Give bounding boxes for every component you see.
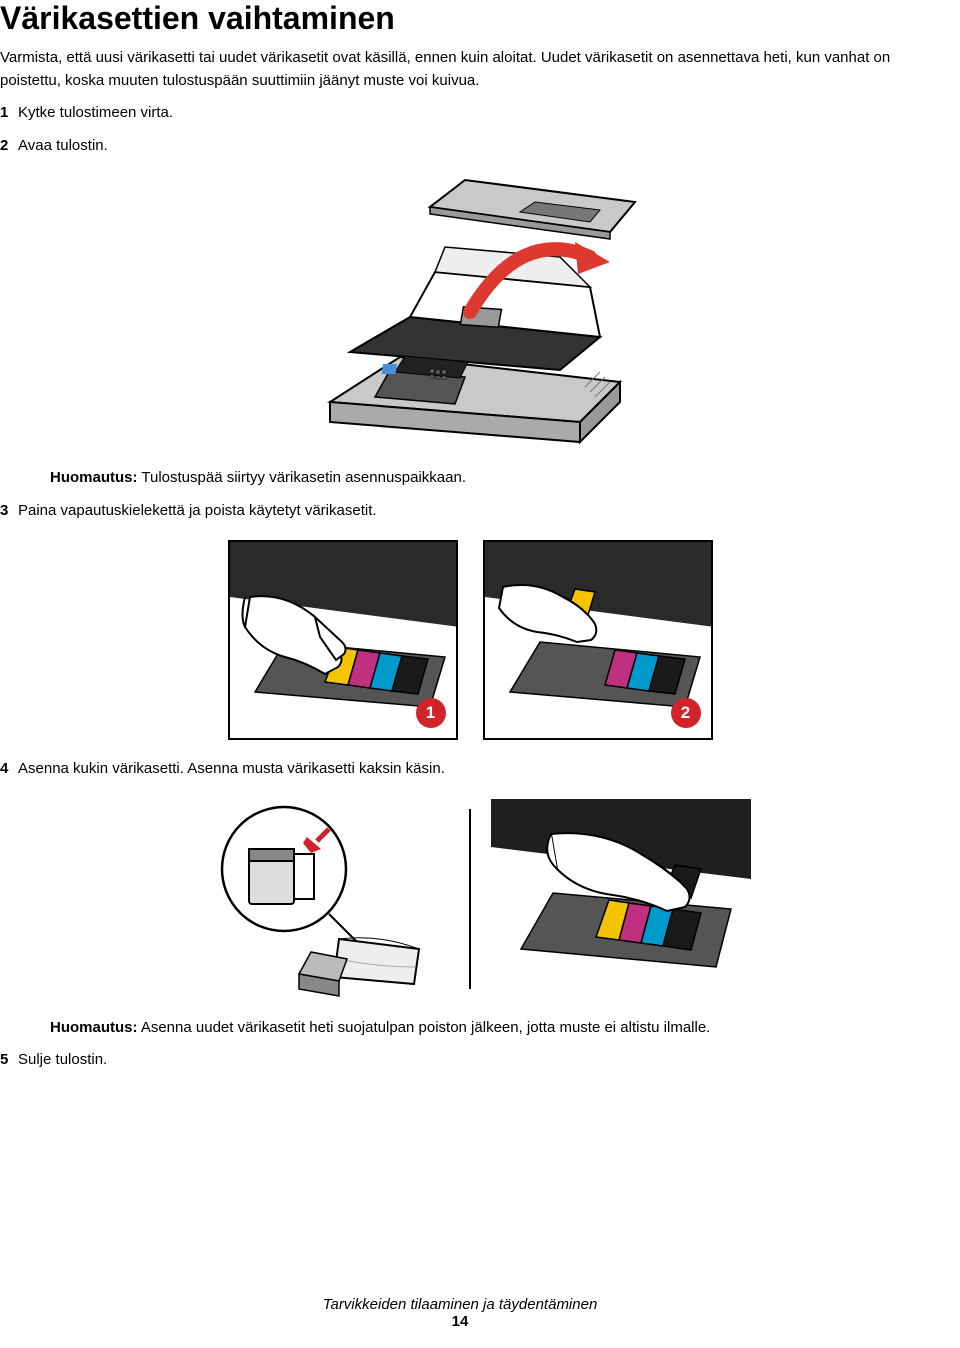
step-3-text: Paina vapautuskielekettä ja poista käyte… [18, 500, 377, 523]
unwrap-cartridge-icon [189, 799, 449, 999]
step-list-4: 4 Asenna kukin värikasetti. Asenna musta… [0, 758, 940, 781]
footer-page-number: 14 [0, 1313, 920, 1330]
note-1: Huomautus: Tulostuspää siirtyy värikaset… [50, 467, 940, 490]
figure-divider [469, 809, 471, 989]
panel-1: 1 [228, 540, 458, 740]
note-2-text: Asenna uudet värikasetit heti suojatulpa… [138, 1019, 711, 1036]
page-title: Värikasettien vaihtaminen [0, 0, 940, 37]
step-2-text: Avaa tulostin. [18, 135, 108, 158]
note-1-text: Tulostuspää siirtyy värikasetin asennusp… [138, 469, 467, 486]
step-1-number: 1 [0, 104, 18, 121]
panel-2-badge: 2 [671, 698, 701, 728]
note-2: Huomautus: Asenna uudet värikasetit heti… [50, 1017, 940, 1040]
step-3: 3 Paina vapautuskielekettä ja poista käy… [0, 500, 940, 523]
figure-open-printer [0, 172, 940, 452]
step-list: 1 Kytke tulostimeen virta. 2 Avaa tulost… [0, 102, 940, 157]
note-1-label: Huomautus: [50, 469, 138, 486]
step-5-number: 5 [0, 1051, 18, 1068]
step-4: 4 Asenna kukin värikasetti. Asenna musta… [0, 758, 940, 781]
insert-cartridge-icon [491, 799, 751, 999]
panel-1-badge: 1 [416, 698, 446, 728]
step-4-number: 4 [0, 760, 18, 777]
step-3-number: 3 [0, 502, 18, 519]
step-4-text: Asenna kukin värikasetti. Asenna musta v… [18, 758, 445, 781]
step-2-number: 2 [0, 137, 18, 154]
step-1: 1 Kytke tulostimeen virta. [0, 102, 940, 125]
page-footer: Tarvikkeiden tilaaminen ja täydentäminen… [0, 1296, 920, 1330]
step-1-text: Kytke tulostimeen virta. [18, 102, 173, 125]
figure-install-cartridges [0, 799, 940, 999]
footer-section-title: Tarvikkeiden tilaaminen ja täydentäminen [0, 1296, 920, 1313]
panel-2: 2 [483, 540, 713, 740]
step-5-text: Sulje tulostin. [18, 1049, 107, 1072]
note-2-label: Huomautus: [50, 1019, 138, 1036]
step-5: 5 Sulje tulostin. [0, 1049, 940, 1072]
printer-open-icon [280, 172, 660, 452]
intro-paragraph: Varmista, että uusi värikasetti tai uude… [0, 47, 940, 92]
figure-remove-cartridges: 1 2 [0, 540, 940, 740]
step-list-3: 3 Paina vapautuskielekettä ja poista käy… [0, 500, 940, 523]
step-list-5: 5 Sulje tulostin. [0, 1049, 940, 1072]
step-2: 2 Avaa tulostin. [0, 135, 940, 158]
